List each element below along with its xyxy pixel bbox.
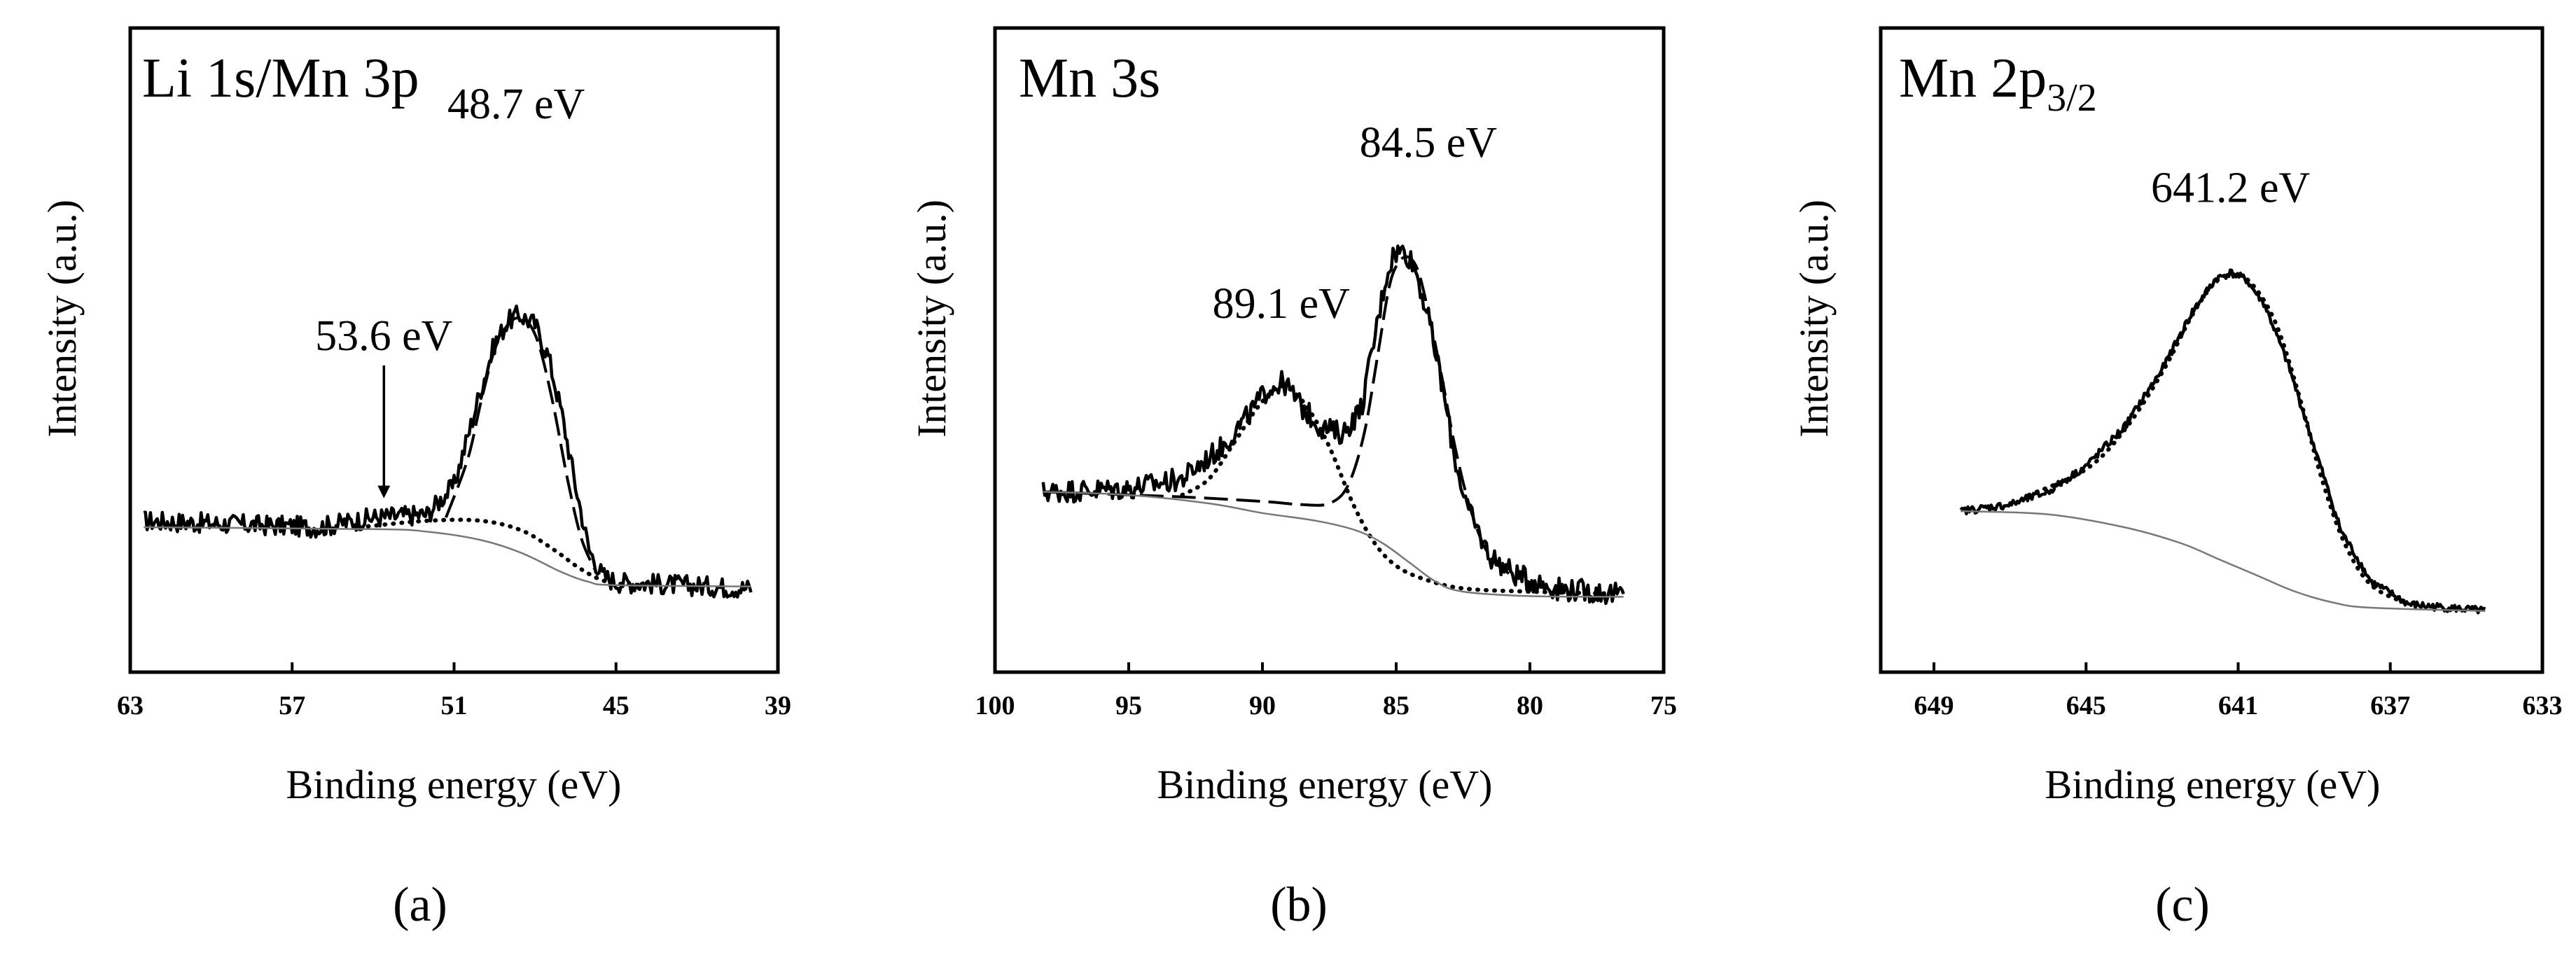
panel-a-xtick-label-45: 45 [603,691,629,720]
panel-a-xtick-label-51: 51 [441,691,468,720]
panel-c-series [1959,268,2486,615]
panel-c-xtick-label-649: 649 [1914,691,1954,720]
panel-c-xtick-label-633: 633 [2523,691,2563,720]
panel-b: Mn 3s Intensity (a.u.) Binding energy (e… [909,26,1677,932]
panel-c-title: Mn 2p3/2 [1899,48,2097,120]
panel-a-xtick-label-39: 39 [765,691,791,720]
panel-b-xtick-label-75: 75 [1650,691,1677,720]
panel-b-xtick-label-90: 90 [1249,691,1276,720]
panel-a-xtick-label-63: 63 [117,691,144,720]
panel-a-annotation-arrow-head [377,485,391,499]
panel-c-ylabel: Intensity (a.u.) [1791,200,1837,438]
panel-a-series-background [144,526,751,587]
panel-a-series-mn-3p-fit [445,316,596,570]
panel-b-series-mn-3s-main-fit [1043,255,1518,580]
panel-b-frame [993,26,1666,674]
panel-b-caption: (b) [1270,878,1328,932]
panel-b-xtick-label-100: 100 [975,691,1015,720]
panel-b-ylabel: Intensity (a.u.) [909,200,954,438]
panel-c-annotations: 641.2 eV [2151,164,2311,211]
panel-b-xtick-label-85: 85 [1383,691,1409,720]
panel-a-annotations: 48.7 eV 53.6 eV [315,81,585,499]
panel-b-annotation-0: 84.5 eV [1360,119,1498,167]
panel-b-annotations: 84.5 eV 89.1 eV [1213,119,1498,328]
panel-a-title: Li 1s/Mn 3p [142,48,419,109]
panel-b-xtick-label-95: 95 [1115,691,1142,720]
panel-b-xlabel: Binding energy (eV) [1157,762,1493,807]
panel-a: Li 1s/Mn 3p Intensity (a.u.) Binding ene… [39,26,791,932]
panel-b-series-background [1043,491,1624,598]
panel-c-xtick-label-645: 645 [2066,691,2106,720]
panel-a-caption: (a) [393,878,447,932]
panel-c-title-main: Mn 2p [1899,48,2047,109]
panel-b-x-axis: 100 95 90 85 80 75 [975,662,1677,720]
panel-a-xlabel: Binding energy (eV) [286,762,622,807]
panel-c-xtick-label-641: 641 [2218,691,2258,720]
panel-c-x-axis: 649 645 641 637 633 [1914,662,2563,720]
panel-c-series-background [1961,510,2486,612]
panel-b-annotation-1: 89.1 eV [1213,280,1351,328]
panel-c-series-fit [2026,272,2411,607]
panel-a-series-measured [143,305,753,599]
panel-a-ylabel: Intensity (a.u.) [39,200,85,438]
panel-c-frame [1879,26,2544,674]
panel-a-xtick-label-57: 57 [279,691,305,720]
panel-b-series-satellite-fit [1180,384,1613,596]
panel-b-xtick-label-80: 80 [1517,691,1543,720]
panel-a-annotation-1: 53.6 eV [315,312,453,360]
panel-c-annotation-0: 641.2 eV [2151,164,2311,211]
panel-a-annotation-0: 48.7 eV [447,81,585,128]
panel-b-series [1041,244,1625,606]
panel-c-title-subscript: 3/2 [2047,76,2097,120]
panel-a-x-axis: 63 57 51 45 39 [117,662,791,720]
panel-c-xtick-label-637: 637 [2370,691,2410,720]
panel-a-series-envelope [357,517,646,587]
panel-a-series [143,305,753,599]
panel-c-caption: (c) [2155,878,2210,932]
panel-c: Mn 2p3/2 Intensity (a.u.) Binding energy… [1791,26,2563,932]
panel-b-title: Mn 3s [1019,48,1160,109]
panel-c-xlabel: Binding energy (eV) [2045,762,2381,807]
